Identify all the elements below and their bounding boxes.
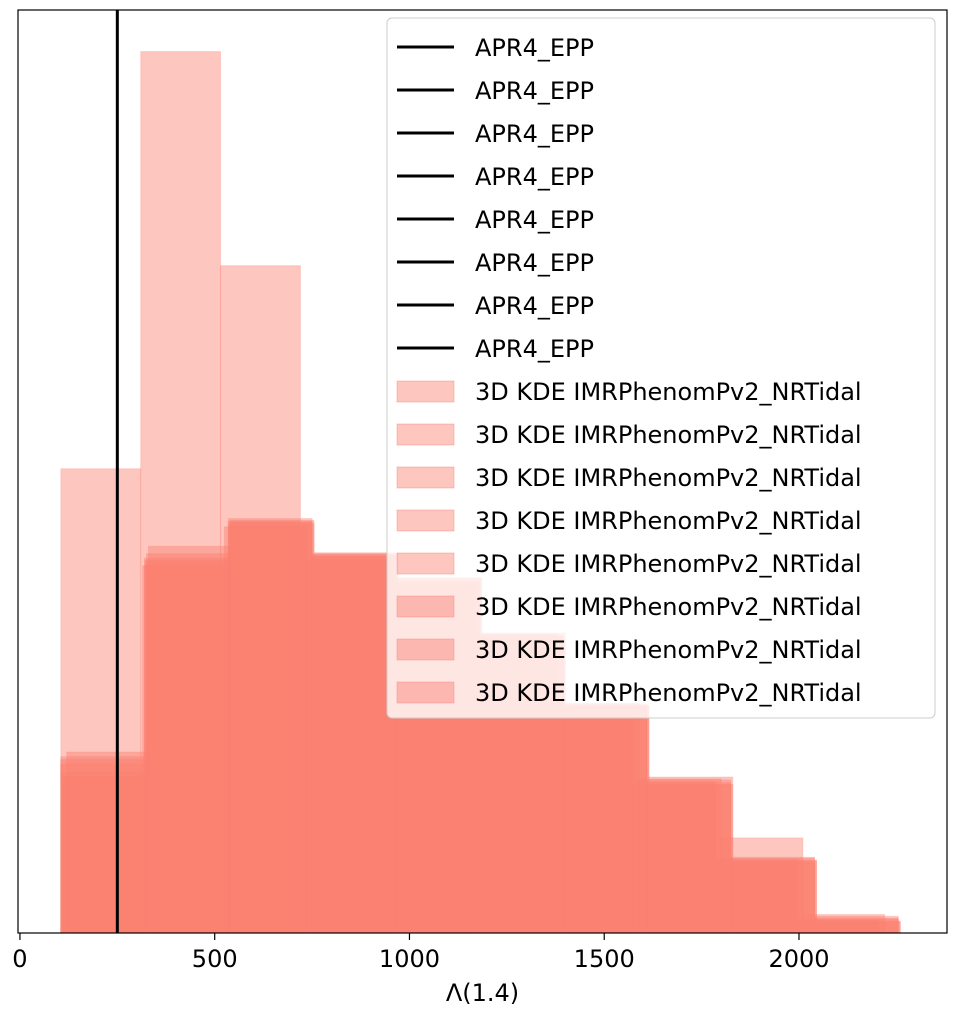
legend-label: APR4_EPP [475,335,594,363]
legend-label: APR4_EPP [475,77,594,105]
x-tick-label: 1500 [574,945,635,973]
histogram-bar-s7-b1 [60,756,146,933]
histogram-bar-s8-b9 [720,837,804,933]
histogram-bar-s8-b1 [66,751,149,933]
x-tick-label: 1000 [379,945,440,973]
histogram-bar-s8-b10 [802,914,886,933]
legend-label: APR4_EPP [475,34,594,62]
legend-patch-swatch [396,681,455,704]
plot-frame [17,9,948,934]
legend-label: APR4_EPP [475,206,594,234]
histogram-bar-s5-b7 [562,703,648,933]
x-tick-label: 0 [12,945,27,973]
histogram-bar-s2-b1 [62,775,148,933]
histogram-bar-s1-b3 [220,265,301,933]
legend: APR4_EPP APR4_EPP APR4_EPP APR4_EPP APR4_EPP… [386,17,936,719]
legend-label: 3D KDE IMRPhenomPv2_NRTidal [475,378,862,406]
histogram-bar-s4-b1 [62,777,148,933]
histogram-bar-s7-b7 [562,706,648,933]
legend-label: APR4_EPP [475,120,594,148]
legend-label: 3D KDE IMRPhenomPv2_NRTidal [475,550,862,578]
histogram-bar-s6-b4 [305,558,389,933]
legend-label: APR4_EPP [475,163,594,191]
histogram-bar-s6-b3 [223,526,307,933]
histogram-bar-s8-b8 [638,778,722,933]
histogram-bar-s4-b7 [564,705,650,933]
histogram-bar-s3-b1 [60,758,146,933]
histogram-bar-s7-b3 [227,520,313,933]
histogram-bar-s5-b10 [814,918,899,933]
histogram-bar-s3-b7 [562,707,648,933]
histogram-bar-s5-b3 [227,524,313,933]
histogram-bars [60,51,901,933]
histogram-bar-s6-b10 [796,919,880,933]
histogram-bar-s5-b2 [144,559,229,933]
histogram-bar-s3-b3 [227,518,313,933]
x-tick-label: 2000 [768,945,829,973]
histogram-bar-s5-b8 [646,782,732,933]
legend-label: 3D KDE IMRPhenomPv2_NRTidal [475,679,862,707]
histogram-bar-s6-b8 [632,781,716,933]
legend-patch-swatch [396,638,455,661]
legend-patch-swatch [396,595,455,618]
histogram-bar-s7-b8 [646,784,732,933]
legend-label: APR4_EPP [475,249,594,277]
histogram-bar-s8-b2 [147,545,231,933]
legend-patch-swatch [396,552,455,575]
histogram-bar-s8-b3 [229,521,313,933]
legend-patch-swatch [396,423,455,446]
legend-label: APR4_EPP [475,292,594,320]
histogram-bar-s3-b4 [311,555,397,933]
histogram-bar-s5-b9 [730,862,816,933]
histogram-bar-s4-b3 [229,522,315,933]
x-tick-label: 500 [192,945,238,973]
histogram-bar-s8-b4 [311,553,395,933]
histogram-bar-s4-b2 [146,561,231,933]
histogram-bar-s5-b1 [60,763,146,933]
histogram-bar-s6-b7 [551,708,634,933]
legend-patch-swatch [396,380,455,403]
histogram-bar-s2-b8 [648,783,734,933]
histogram-bar-s4-b9 [732,860,818,933]
legend-label: 3D KDE IMRPhenomPv2_NRTidal [475,507,862,535]
histogram-bar-s2-b10 [816,921,901,933]
histogram-bar-s2-b7 [564,704,650,933]
histogram-bar-s1-b2 [140,51,222,933]
x-axis-label: Λ(1.4) [446,979,519,1007]
legend-label: 3D KDE IMRPhenomPv2_NRTidal [475,593,862,621]
histogram-bar-s2-b2 [146,553,231,933]
histogram-bar-s2-b3 [229,519,315,933]
histogram-bar-s4-b4 [313,554,399,933]
legend-patch-swatch [396,466,455,489]
histogram-bar-s4-b8 [648,776,734,933]
histogram-bar-s7-b2 [144,565,229,933]
histogram-bar-s6-b2 [142,565,225,933]
histogram-bar-s2-b4 [313,552,399,933]
legend-label: 3D KDE IMRPhenomPv2_NRTidal [475,636,862,664]
histogram-bar-s2-b9 [732,859,818,933]
legend-label: 3D KDE IMRPhenomPv2_NRTidal [475,421,862,449]
histogram-bar-s7-b9 [730,857,816,933]
histogram-bar-s5-b4 [311,556,397,933]
histogram-bar-s8-b7 [556,702,640,933]
x-axis-ticks: 0 500 1000 1500 2000 [12,933,830,973]
histogram-bar-s6-b1 [60,771,144,933]
histogram-bar-s3-b9 [730,856,816,933]
legend-label: 3D KDE IMRPhenomPv2_NRTidal [475,464,862,492]
legend-patch-swatch [396,509,455,532]
legend-box [386,17,936,719]
histogram-bar-s3-b8 [646,779,732,933]
histogram-bar-s3-b2 [144,557,229,933]
histogram-bar-s1-b1 [60,468,142,933]
